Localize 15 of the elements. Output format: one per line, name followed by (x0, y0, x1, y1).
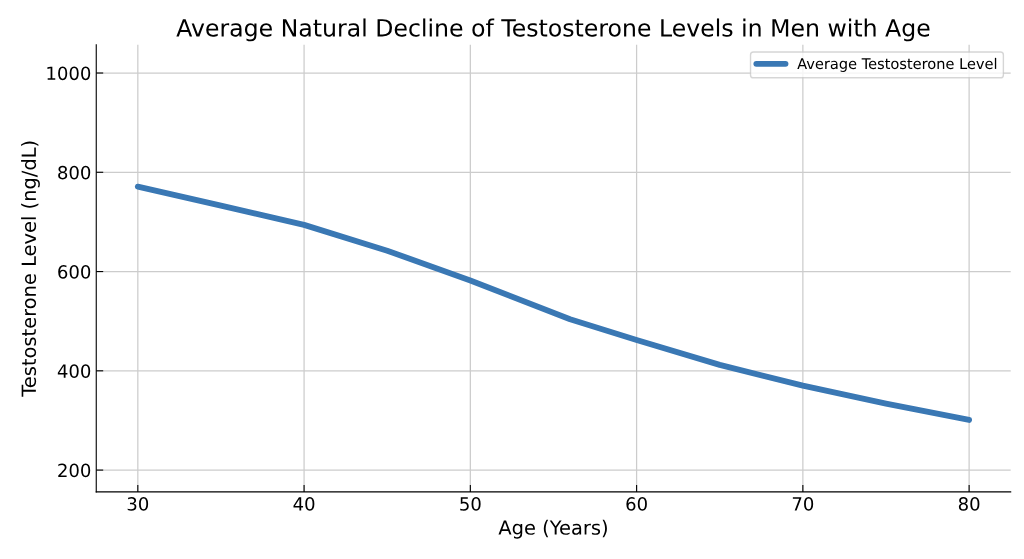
x-tick-label: 60 (626, 497, 647, 511)
y-tick-label: 600 (58, 265, 91, 279)
y-axis-title: Testosterone Level (ng/dL) (21, 141, 40, 397)
legend-label: Average Testosterone Level (797, 57, 997, 72)
chart-title: Average Natural Decline of Testosterone Levels in Men with Age (176, 18, 930, 42)
y-tick-label: 1000 (47, 66, 91, 81)
y-tick-label: 800 (58, 165, 91, 180)
y-tick-label: 200 (58, 463, 91, 478)
x-tick-label: 30 (127, 497, 149, 511)
x-tick-label: 40 (293, 497, 315, 511)
x-tick-label: 70 (792, 497, 814, 511)
y-tick-label: 400 (57, 364, 91, 378)
x-tick-label: 80 (958, 497, 980, 511)
x-axis-title: Age (Years) (498, 519, 607, 539)
x-tick-label: 50 (460, 497, 481, 511)
